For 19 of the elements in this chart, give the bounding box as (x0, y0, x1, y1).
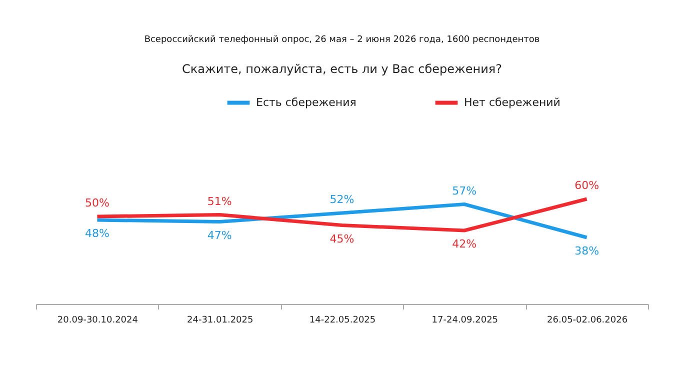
x-tick-label: 14-22.05.2025 (309, 316, 376, 326)
chart-subtitle: Всероссийский телефонный опрос, 26 мая – 2 июня 2026 года, 1600 респондентов (144, 35, 540, 45)
x-tick-label: 20.09-30.10.2024 (57, 316, 138, 326)
data-label: 47% (207, 228, 232, 242)
data-label: 52% (330, 193, 354, 206)
data-label: 57% (452, 184, 477, 198)
x-tick-label: 17-24.09.2025 (432, 316, 498, 326)
data-label: 48% (84, 227, 110, 240)
data-label: 42% (452, 238, 477, 250)
data-label: 50% (84, 196, 110, 210)
data-label: 45% (330, 232, 354, 246)
data-label: 38% (574, 244, 600, 258)
x-tick-label: 24-31.01.2025 (186, 316, 254, 326)
data-label: 51% (207, 194, 232, 208)
legend-label: Нет сбережений (464, 96, 560, 109)
x-tick-label: 26.05-02.06.2026 (547, 316, 628, 326)
chart-title: Скажите, пожалуйста, есть ли у Вас сбережения? (182, 62, 502, 76)
legend-label: Есть сбережения (256, 96, 356, 109)
data-label: 60% (574, 179, 600, 192)
